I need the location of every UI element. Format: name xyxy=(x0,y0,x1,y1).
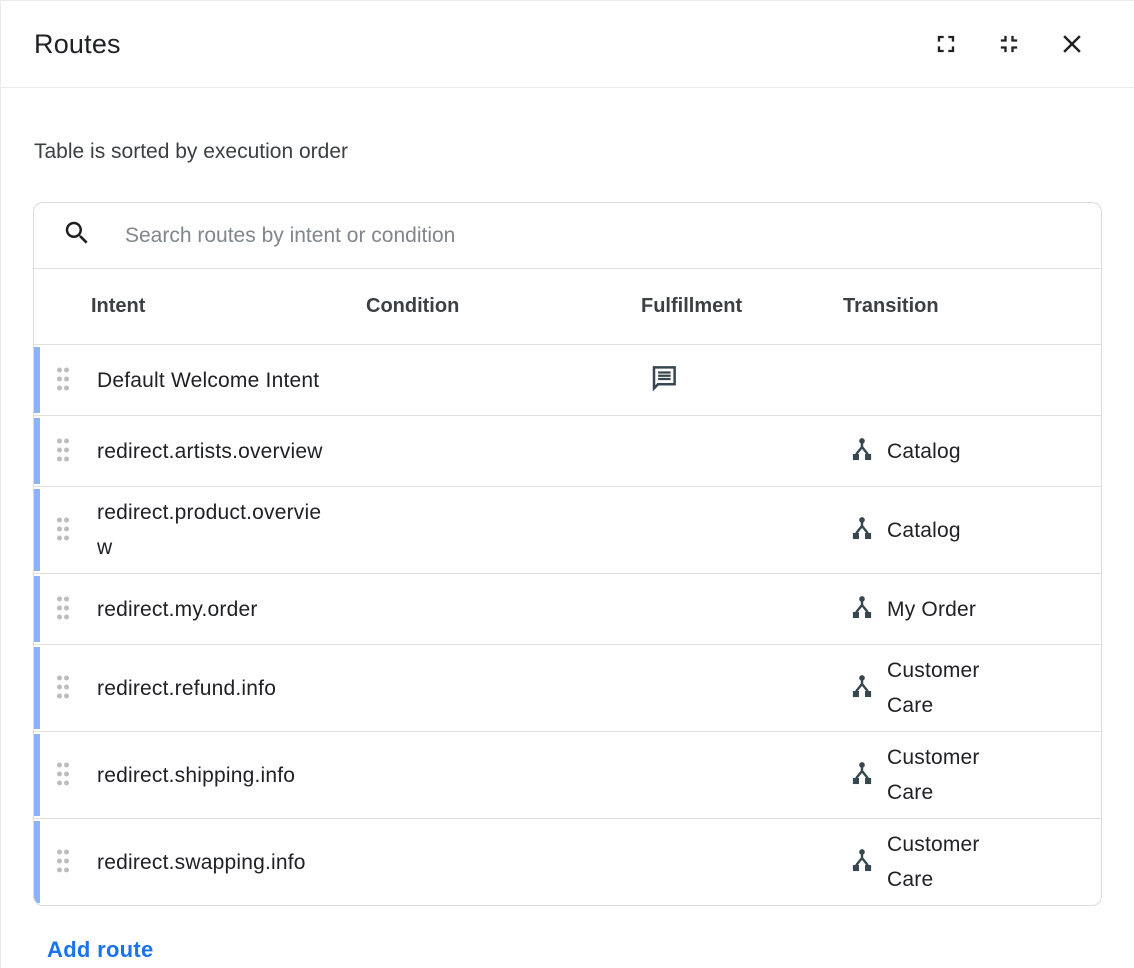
drag-handle[interactable] xyxy=(53,435,73,468)
intent-cell: redirect.refund.info xyxy=(91,671,366,706)
transition-label[interactable]: Catalog xyxy=(887,518,961,542)
handle-cell xyxy=(34,435,91,468)
drag-handle-icon xyxy=(55,674,71,703)
table-row[interactable]: redirect.shipping.info Customer Care xyxy=(34,731,1101,818)
routes-table: Intent Condition Fulfillment Transition … xyxy=(33,202,1102,906)
intent-label: redirect.swapping.info xyxy=(97,850,306,874)
transition-label[interactable]: My Order xyxy=(887,597,977,621)
intent-cell: redirect.swapping.info xyxy=(91,845,366,880)
fulfillment-chat-icon xyxy=(649,365,679,397)
fulfillment-cell xyxy=(641,363,843,398)
table-row[interactable]: Default Welcome Intent xyxy=(34,344,1101,415)
column-header-fulfillment: Fulfillment xyxy=(641,295,743,317)
intent-label: redirect.product.overview xyxy=(97,501,322,559)
intent-cell: redirect.product.overview xyxy=(91,495,366,565)
transition-cell[interactable]: Customer Care xyxy=(843,653,1101,723)
drag-handle[interactable] xyxy=(53,846,73,879)
transition-page-icon xyxy=(849,673,875,704)
intent-cell: redirect.artists.overview xyxy=(91,434,366,469)
transition-label[interactable]: Catalog xyxy=(887,439,961,463)
intent-label: redirect.shipping.info xyxy=(97,763,296,787)
drag-handle-icon xyxy=(55,366,71,395)
transition-page-icon xyxy=(849,515,875,546)
sort-note: Table is sorted by execution order xyxy=(34,140,349,163)
transition-cell[interactable]: My Order xyxy=(843,592,1101,627)
drag-handle-icon xyxy=(55,761,71,790)
transition-page-icon xyxy=(849,847,875,878)
drag-handle-icon xyxy=(55,595,71,624)
transition-page-icon xyxy=(849,436,875,467)
drag-handle-icon xyxy=(55,516,71,545)
close-icon xyxy=(1057,29,1087,59)
drag-handle[interactable] xyxy=(53,759,73,792)
drag-handle-icon xyxy=(55,848,71,877)
column-header-condition: Condition xyxy=(366,295,460,317)
handle-cell xyxy=(34,593,91,626)
search-input[interactable] xyxy=(125,223,1077,248)
panel-content: Table is sorted by execution order Inten… xyxy=(1,140,1134,963)
exit-fullscreen-button[interactable] xyxy=(994,29,1024,59)
table-row[interactable]: redirect.product.overview Catalog xyxy=(34,486,1101,573)
drag-handle[interactable] xyxy=(53,672,73,705)
drag-handle[interactable] xyxy=(53,593,73,626)
drag-handle-icon xyxy=(55,437,71,466)
exit-fullscreen-icon xyxy=(995,30,1023,58)
add-route-button[interactable]: Add route xyxy=(47,937,154,962)
intent-label: Default Welcome Intent xyxy=(97,368,320,392)
table-row[interactable]: redirect.swapping.info Customer Care xyxy=(34,818,1101,905)
header-actions xyxy=(931,29,1087,59)
panel-header: Routes xyxy=(1,1,1134,88)
transition-cell[interactable]: Customer Care xyxy=(843,740,1101,810)
intent-cell: redirect.my.order xyxy=(91,592,366,627)
handle-cell xyxy=(34,672,91,705)
table-header-row: Intent Condition Fulfillment Transition xyxy=(34,269,1101,344)
fullscreen-button[interactable] xyxy=(931,29,961,59)
transition-label[interactable]: Customer Care xyxy=(887,746,980,804)
handle-cell xyxy=(34,364,91,397)
transition-cell[interactable]: Customer Care xyxy=(843,827,1101,897)
table-row[interactable]: redirect.artists.overview Catalog xyxy=(34,415,1101,486)
table-row[interactable]: redirect.my.order My Order xyxy=(34,573,1101,644)
intent-cell: Default Welcome Intent xyxy=(91,363,366,398)
routes-table-body: Default Welcome Intent xyxy=(34,344,1101,905)
panel-title: Routes xyxy=(34,28,121,59)
column-header-intent: Intent xyxy=(91,295,146,317)
transition-label[interactable]: Customer Care xyxy=(887,833,980,891)
drag-handle[interactable] xyxy=(53,364,73,397)
drag-handle[interactable] xyxy=(53,514,73,547)
intent-label: redirect.refund.info xyxy=(97,676,277,700)
intent-cell: redirect.shipping.info xyxy=(91,758,366,793)
search-icon xyxy=(62,218,92,253)
column-header-transition: Transition xyxy=(843,295,939,317)
close-button[interactable] xyxy=(1057,29,1087,59)
transition-cell[interactable]: Catalog xyxy=(843,513,1101,548)
transition-page-icon xyxy=(849,594,875,625)
handle-cell xyxy=(34,846,91,879)
intent-label: redirect.my.order xyxy=(97,597,258,621)
transition-cell[interactable]: Catalog xyxy=(843,434,1101,469)
handle-cell xyxy=(34,514,91,547)
search-row xyxy=(34,203,1101,269)
transition-label[interactable]: Customer Care xyxy=(887,659,980,717)
fullscreen-icon xyxy=(932,30,960,58)
intent-label: redirect.artists.overview xyxy=(97,439,323,463)
transition-page-icon xyxy=(849,760,875,791)
table-row[interactable]: redirect.refund.info Customer Care xyxy=(34,644,1101,731)
handle-cell xyxy=(34,759,91,792)
